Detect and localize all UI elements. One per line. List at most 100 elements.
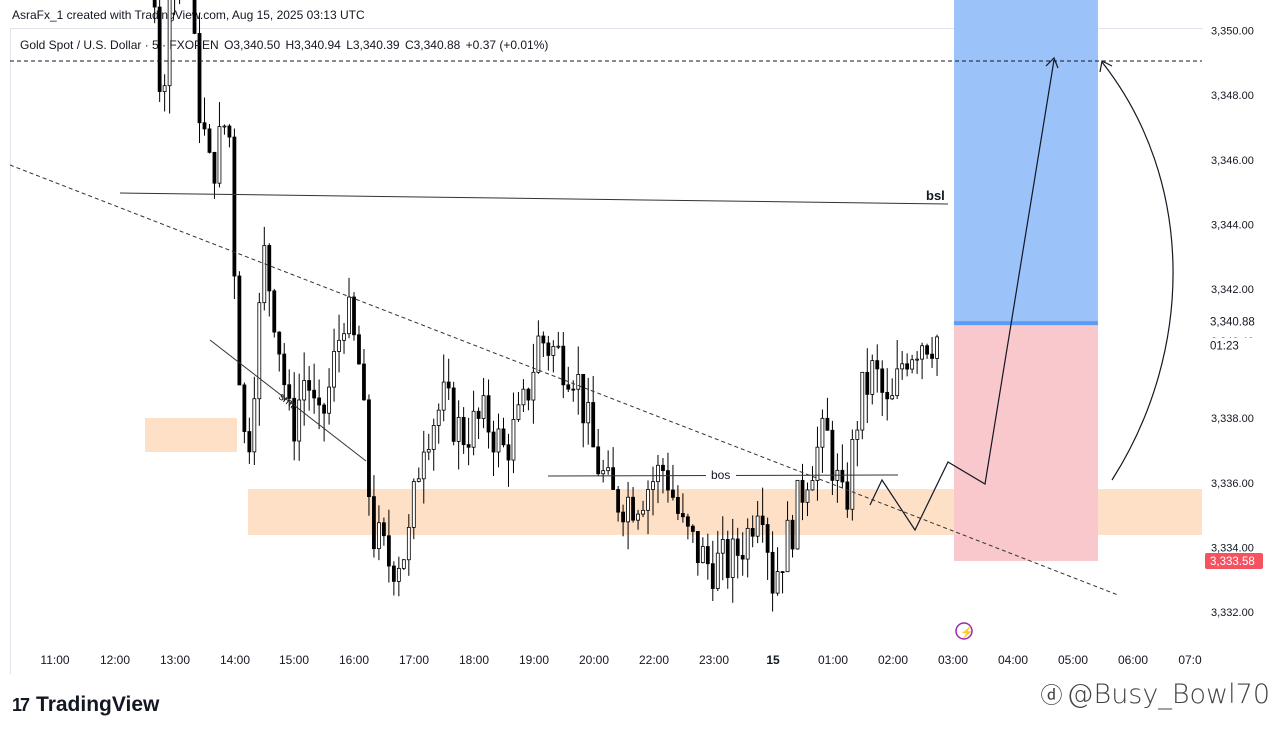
candle [930, 337, 934, 368]
candle-body [327, 386, 331, 414]
price-tag-label: 3,340.88 [1210, 316, 1255, 328]
candle-body [661, 464, 665, 472]
candle [875, 344, 880, 393]
candle [631, 487, 635, 523]
tradingview-logo[interactable]: 17 TradingView [12, 693, 159, 717]
candle [277, 331, 282, 372]
candle [167, 0, 172, 114]
target-zone[interactable] [954, 0, 1098, 326]
legend-open: O3,340.50 [224, 38, 281, 52]
x-tick-label: 13:00 [160, 653, 190, 667]
candle-body [586, 402, 591, 424]
tradingview-logo-icon: 17 [12, 694, 30, 715]
candle-body [676, 497, 680, 514]
x-tick-label: 23:00 [699, 653, 729, 667]
entry-line [954, 321, 1098, 326]
price-tag-label: 01:23 [1210, 341, 1239, 353]
candle [192, 0, 197, 35]
candle [815, 426, 820, 501]
candle-body [247, 431, 252, 453]
candle [905, 353, 910, 377]
candle [750, 515, 755, 548]
y-tick-label: 3,336.00 [1211, 478, 1254, 490]
candle-body [227, 125, 232, 138]
candle [730, 518, 735, 603]
lightning-icon[interactable] [955, 622, 973, 640]
candle [865, 348, 870, 424]
candle-body [511, 419, 516, 461]
candle [327, 368, 331, 425]
candle-body [860, 371, 865, 431]
candle-body [207, 128, 212, 153]
candle [546, 335, 551, 371]
candle [297, 373, 302, 461]
candle [760, 487, 765, 543]
candle-body [406, 526, 411, 561]
candle [436, 403, 441, 444]
candle [890, 378, 895, 401]
candle [202, 97, 207, 136]
bsl-line[interactable] [119, 192, 949, 205]
candle [566, 366, 571, 393]
candle [666, 452, 670, 503]
candle-body [715, 552, 720, 589]
x-tick-label: 18:00 [459, 653, 489, 667]
candle [466, 417, 471, 466]
projection-arrow-head [1045, 56, 1059, 69]
candle [805, 482, 810, 517]
candle [157, 0, 162, 102]
watermark: ⓓ @Busy_Bowl70 [1041, 678, 1271, 710]
candle-body [337, 339, 341, 352]
candle [386, 509, 391, 583]
candle-body [426, 449, 431, 453]
candle [416, 467, 421, 483]
x-tick-label: 03:00 [938, 653, 968, 667]
price-tag [1205, 313, 1263, 330]
candle [426, 433, 431, 461]
stop-zone[interactable] [954, 325, 1098, 561]
candle-body [700, 546, 705, 564]
chart-frame [10, 28, 1203, 674]
candle-body [621, 511, 625, 523]
candle-body [581, 373, 586, 424]
candle [481, 377, 486, 429]
bos-label: bos [711, 468, 730, 482]
candle [352, 292, 356, 341]
candle [162, 74, 167, 112]
candle-body [750, 527, 755, 537]
x-tick-label: 07:0 [1178, 653, 1202, 667]
candle [207, 124, 212, 154]
candle-body [656, 464, 660, 483]
candle-body [546, 342, 551, 356]
candle-body [526, 388, 531, 401]
candle [322, 402, 327, 442]
candle-body [302, 380, 307, 401]
candle [406, 514, 411, 576]
candle-body [292, 397, 297, 442]
projection-path[interactable] [869, 59, 1055, 532]
trend-line-dashed[interactable] [9, 164, 1119, 596]
candle [895, 340, 900, 399]
candle-body [576, 373, 581, 390]
candle [174, 0, 176, 16]
y-tick-label: 3,332.00 [1211, 607, 1254, 619]
candle [910, 354, 915, 374]
legend-low: L3,340.39 [346, 38, 400, 52]
candle-body [252, 398, 257, 453]
candle-body [232, 136, 237, 277]
candle [690, 524, 695, 543]
candle-body [372, 496, 376, 550]
smt-line[interactable] [209, 339, 367, 462]
return-arc[interactable] [1101, 61, 1174, 481]
candle-body [745, 527, 750, 560]
candle-body [237, 275, 242, 386]
candle [586, 377, 591, 445]
candle-body [760, 515, 765, 525]
candle-body [197, 33, 202, 124]
candle-body [611, 467, 616, 490]
candle [695, 531, 700, 576]
candle-body [765, 524, 770, 553]
legend-high: H3,340.94 [285, 38, 341, 52]
candle-body [885, 392, 890, 400]
